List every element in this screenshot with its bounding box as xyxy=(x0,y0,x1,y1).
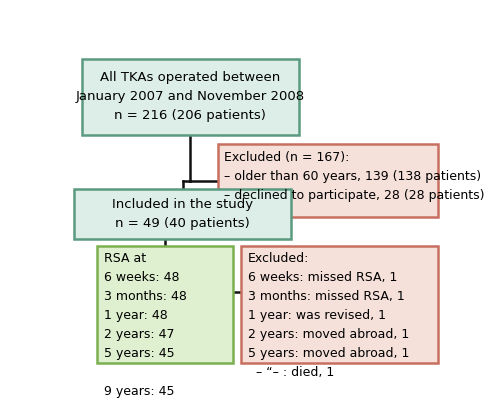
FancyBboxPatch shape xyxy=(98,245,233,363)
Text: Included in the study
n = 49 (40 patients): Included in the study n = 49 (40 patient… xyxy=(112,198,253,230)
Text: Excluded (n = 167):
– older than 60 years, 139 (138 patients)
– declined to part: Excluded (n = 167): – older than 60 year… xyxy=(224,150,485,201)
Text: RSA at
6 weeks: 48
3 months: 48
1 year: 48
2 years: 47
5 years: 45

9 years: 45: RSA at 6 weeks: 48 3 months: 48 1 year: … xyxy=(104,252,187,398)
FancyBboxPatch shape xyxy=(241,245,438,363)
FancyBboxPatch shape xyxy=(74,189,291,239)
FancyBboxPatch shape xyxy=(218,144,438,217)
FancyBboxPatch shape xyxy=(82,59,299,135)
Text: All TKAs operated between
January 2007 and November 2008
n = 216 (206 patients): All TKAs operated between January 2007 a… xyxy=(76,71,305,122)
Text: Excluded:
6 weeks: missed RSA, 1
3 months: missed RSA, 1
1 year: was revised, 1
: Excluded: 6 weeks: missed RSA, 1 3 month… xyxy=(248,252,409,379)
